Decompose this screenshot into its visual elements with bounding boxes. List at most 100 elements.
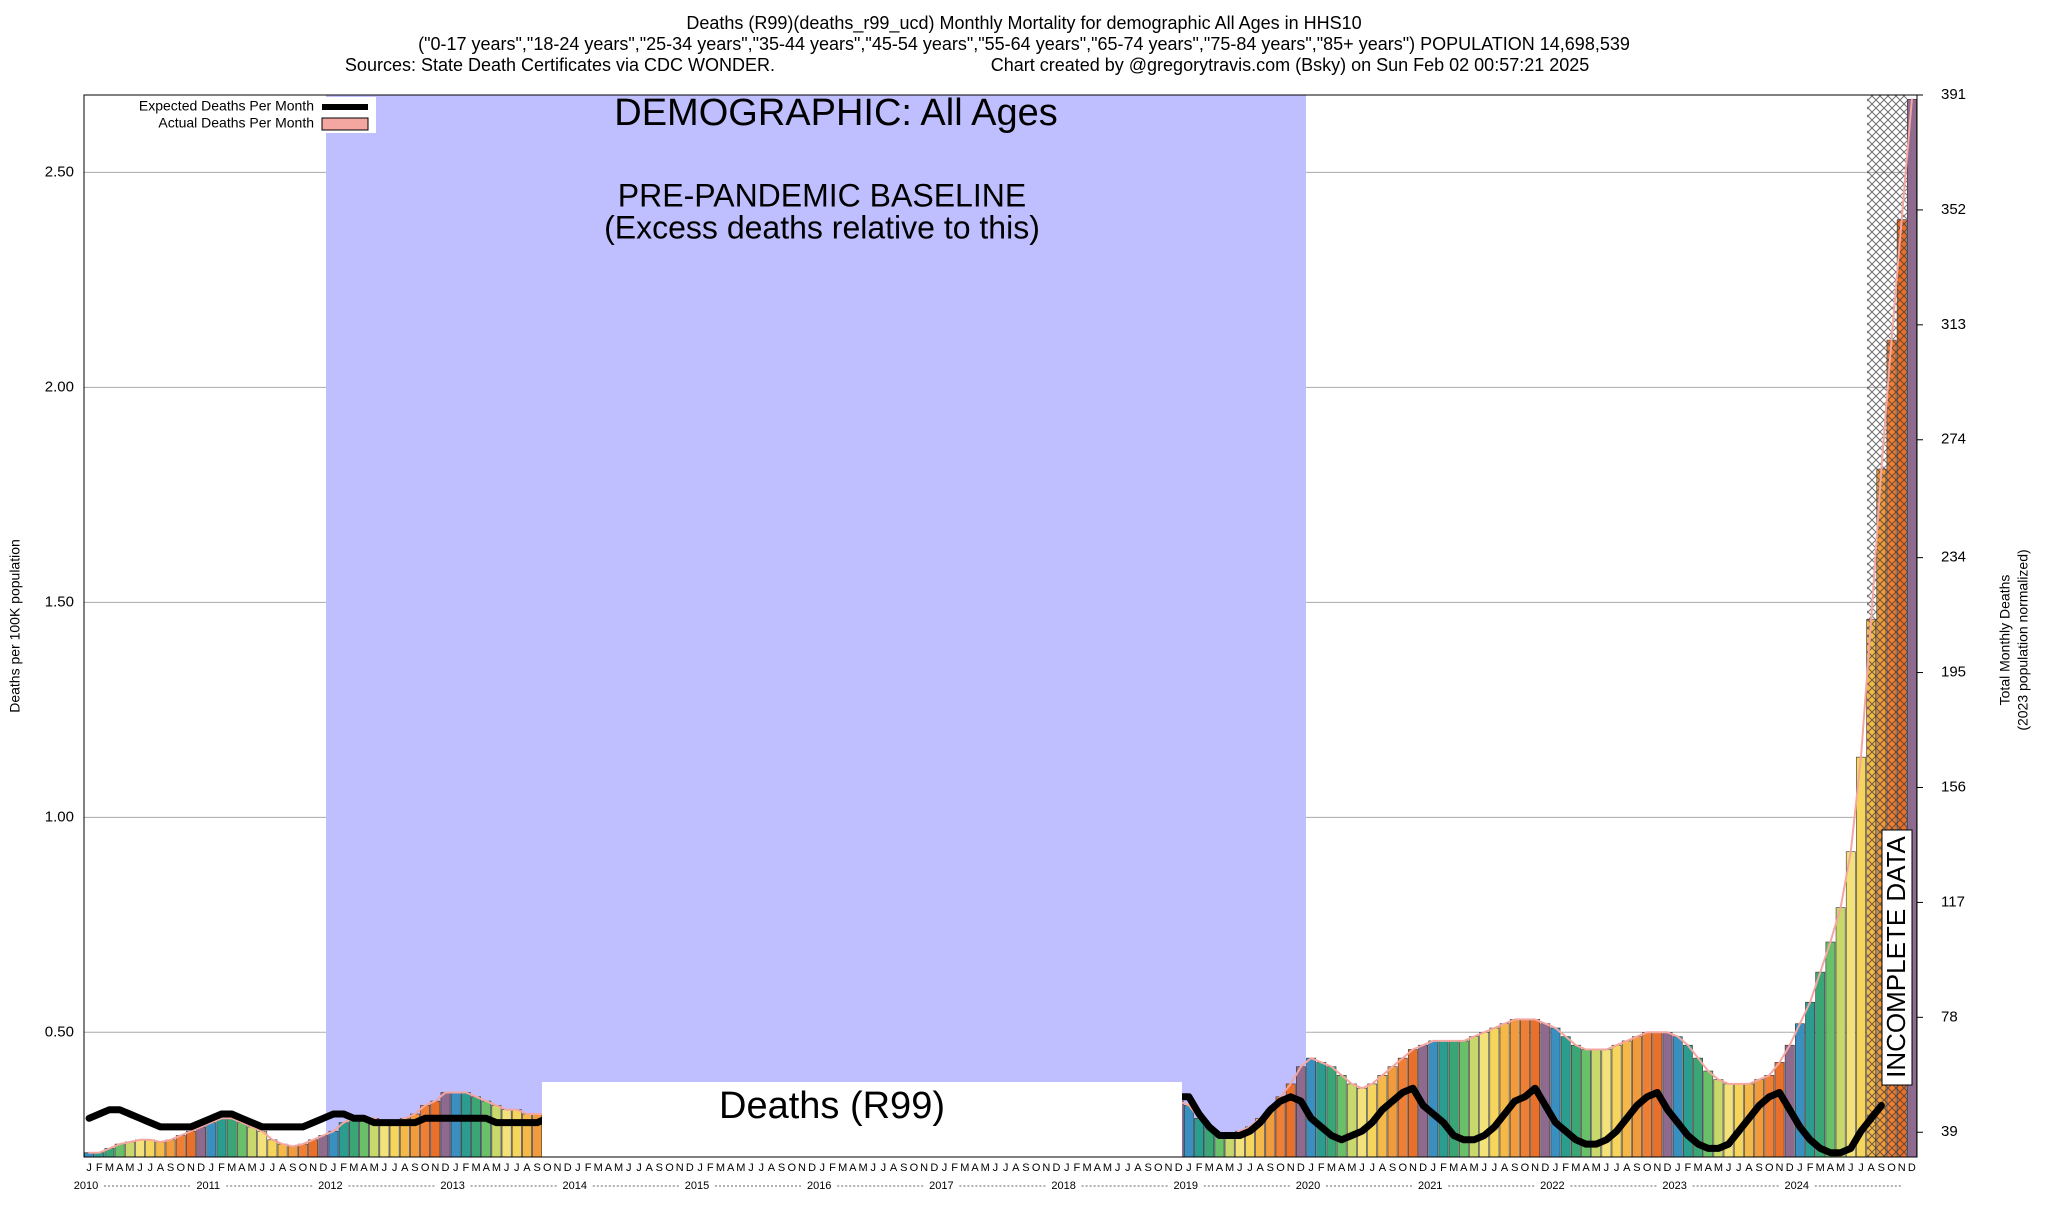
x-tick-label: A bbox=[1257, 1162, 1265, 1174]
x-tick-label: J bbox=[1359, 1162, 1365, 1174]
x-tick-label: M bbox=[125, 1162, 134, 1174]
x-tick-label: S bbox=[289, 1162, 296, 1174]
bar bbox=[1560, 1036, 1571, 1158]
year-label: 2013 bbox=[440, 1180, 464, 1192]
x-tick-label: O bbox=[1154, 1162, 1163, 1174]
bar bbox=[1795, 1023, 1805, 1158]
x-tick-label: A bbox=[1134, 1162, 1142, 1174]
year-label: 2019 bbox=[1174, 1180, 1198, 1192]
x-tick-label: N bbox=[798, 1162, 806, 1174]
x-tick-label: J bbox=[1614, 1162, 1620, 1174]
year-label: 2011 bbox=[196, 1180, 220, 1192]
x-tick-label: A bbox=[1012, 1162, 1020, 1174]
y2-tick-label: 78 bbox=[1941, 1008, 1958, 1025]
x-tick-label: S bbox=[411, 1162, 418, 1174]
x-tick-label: J bbox=[1492, 1162, 1498, 1174]
bar bbox=[471, 1096, 481, 1158]
x-tick-label: J bbox=[1481, 1162, 1487, 1174]
demographic-label: DEMOGRAPHIC: All Ages bbox=[614, 92, 1057, 134]
y-tick-label: 2.50 bbox=[45, 163, 74, 180]
x-tick-label: D bbox=[1175, 1162, 1183, 1174]
x-tick-label: N bbox=[1898, 1162, 1906, 1174]
x-tick-label: J bbox=[1369, 1162, 1375, 1174]
x-tick-label: M bbox=[981, 1162, 990, 1174]
x-tick-label: J bbox=[209, 1162, 215, 1174]
x-tick-label: S bbox=[1633, 1162, 1640, 1174]
x-tick-label: O bbox=[1276, 1162, 1285, 1174]
x-tick-label: S bbox=[1022, 1162, 1029, 1174]
bar bbox=[1499, 1023, 1510, 1158]
bar bbox=[298, 1143, 308, 1158]
year-label: 2010 bbox=[74, 1180, 98, 1192]
bar bbox=[328, 1130, 339, 1158]
x-tick-label: F bbox=[463, 1162, 470, 1174]
x-tick-label: M bbox=[1693, 1162, 1702, 1174]
bar bbox=[1845, 851, 1856, 1158]
chart-title: Deaths (R99)(deaths_r99_ucd) Monthly Mor… bbox=[686, 13, 1361, 34]
x-tick-label: J bbox=[392, 1162, 398, 1174]
chart-subtitle: ("0-17 years","18-24 years","25-34 years… bbox=[418, 34, 1630, 54]
x-tick-label: M bbox=[614, 1162, 623, 1174]
x-tick-label: O bbox=[787, 1162, 796, 1174]
bar bbox=[1357, 1087, 1367, 1158]
x-tick-label: J bbox=[1604, 1162, 1610, 1174]
x-tick-label: M bbox=[1816, 1162, 1825, 1174]
bar bbox=[1184, 1105, 1194, 1158]
x-tick-label: O bbox=[1521, 1162, 1530, 1174]
x-tick-label: J bbox=[270, 1162, 276, 1174]
x-tick-label: J bbox=[331, 1162, 337, 1174]
bar bbox=[308, 1139, 319, 1158]
x-tick-label: M bbox=[370, 1162, 379, 1174]
bar bbox=[1509, 1019, 1520, 1158]
x-tick-label: J bbox=[1553, 1162, 1559, 1174]
x-tick-label: M bbox=[736, 1162, 745, 1174]
x-tick-label: S bbox=[1144, 1162, 1151, 1174]
x-tick-label: M bbox=[1103, 1162, 1112, 1174]
x-tick-label: J bbox=[748, 1162, 754, 1174]
x-tick-label: O bbox=[421, 1162, 430, 1174]
x-tick-label: N bbox=[676, 1162, 684, 1174]
bar bbox=[1346, 1083, 1357, 1158]
bar bbox=[348, 1118, 359, 1158]
bar bbox=[1387, 1066, 1398, 1158]
x-tick-label: M bbox=[1449, 1162, 1458, 1174]
bar bbox=[196, 1126, 206, 1158]
x-tick-label: M bbox=[227, 1162, 236, 1174]
x-tick-label: A bbox=[157, 1162, 165, 1174]
x-tick-label: J bbox=[1237, 1162, 1243, 1174]
x-tick-label: F bbox=[951, 1162, 958, 1174]
x-tick-label: N bbox=[554, 1162, 562, 1174]
bar bbox=[206, 1122, 217, 1158]
bar bbox=[420, 1105, 431, 1158]
x-tick-label: F bbox=[340, 1162, 347, 1174]
x-tick-label: J bbox=[453, 1162, 459, 1174]
year-label: 2018 bbox=[1051, 1180, 1075, 1192]
x-tick-label: J bbox=[626, 1162, 632, 1174]
bar bbox=[1733, 1083, 1744, 1158]
bar bbox=[277, 1143, 288, 1158]
x-tick-label: M bbox=[105, 1162, 114, 1174]
bar bbox=[1336, 1075, 1347, 1158]
x-tick-label: F bbox=[1440, 1162, 1447, 1174]
x-tick-label: A bbox=[1745, 1162, 1753, 1174]
year-label: 2020 bbox=[1296, 1180, 1320, 1192]
baseline-note: (Excess deaths relative to this) bbox=[604, 209, 1040, 245]
y2-axis-label: Total Monthly Deaths bbox=[1997, 575, 2013, 706]
x-tick-label: J bbox=[147, 1162, 153, 1174]
x-tick-label: D bbox=[686, 1162, 694, 1174]
x-tick-label: M bbox=[1347, 1162, 1356, 1174]
x-tick-label: J bbox=[1726, 1162, 1732, 1174]
bar bbox=[1815, 971, 1826, 1158]
x-tick-label: M bbox=[247, 1162, 256, 1174]
x-tick-label: A bbox=[1827, 1162, 1835, 1174]
x-tick-label: A bbox=[1582, 1162, 1590, 1174]
year-label: 2016 bbox=[807, 1180, 831, 1192]
year-label: 2015 bbox=[685, 1180, 709, 1192]
x-tick-label: A bbox=[279, 1162, 287, 1174]
x-tick-label: N bbox=[1042, 1162, 1050, 1174]
x-tick-label: F bbox=[707, 1162, 714, 1174]
year-label: 2022 bbox=[1540, 1180, 1564, 1192]
x-tick-label: F bbox=[1074, 1162, 1081, 1174]
